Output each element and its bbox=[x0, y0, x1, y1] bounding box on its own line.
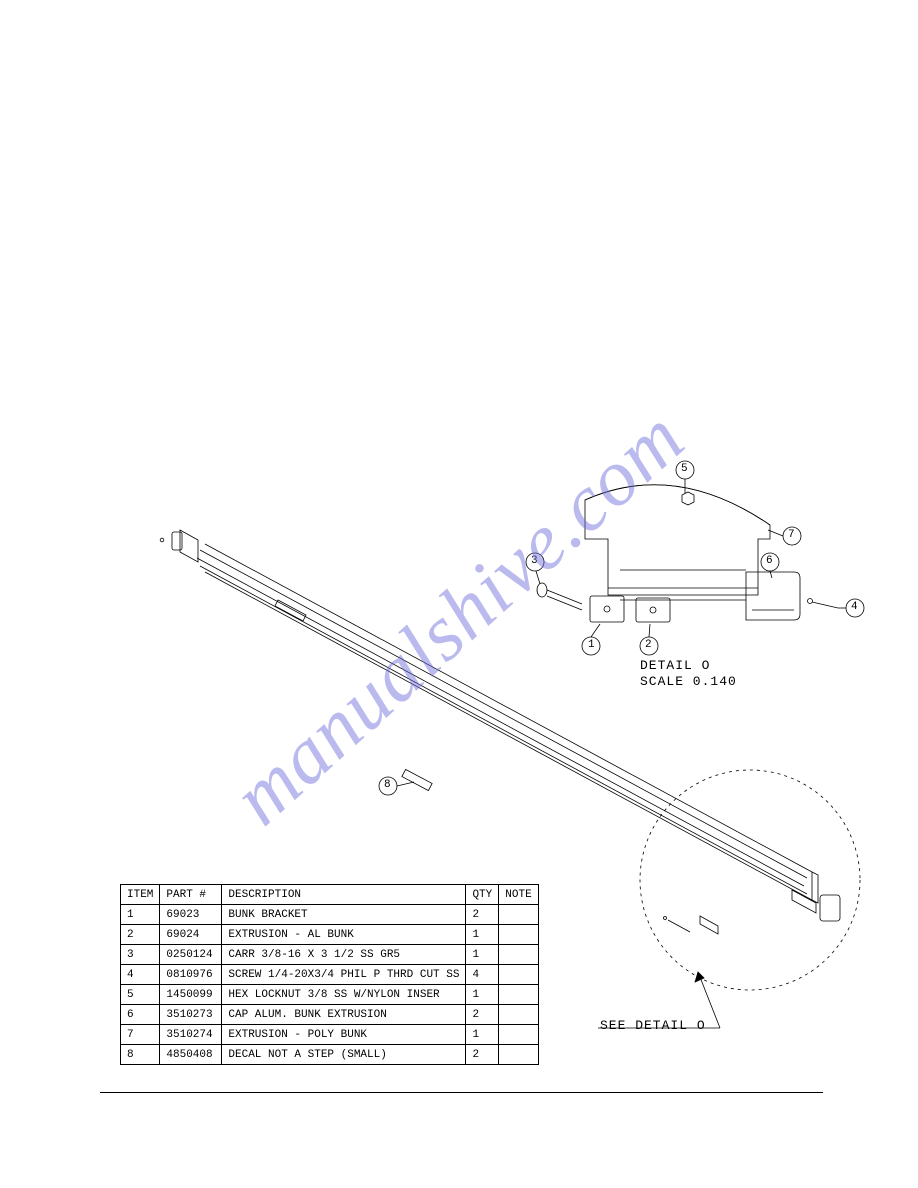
cell-desc: BUNK BRACKET bbox=[222, 905, 466, 925]
cell-part: 3510273 bbox=[160, 1005, 222, 1025]
callout-1: 1 bbox=[588, 639, 595, 651]
cell-part: 1450099 bbox=[160, 985, 222, 1005]
cell-item: 7 bbox=[121, 1025, 160, 1045]
cell-note bbox=[499, 945, 538, 965]
cell-note bbox=[499, 925, 538, 945]
table-row: 5 1450099 HEX LOCKNUT 3/8 SS W/NYLON INS… bbox=[121, 985, 539, 1005]
cell-desc: HEX LOCKNUT 3/8 SS W/NYLON INSER bbox=[222, 985, 466, 1005]
table-row: 8 4850408 DECAL NOT A STEP (SMALL) 2 bbox=[121, 1045, 539, 1065]
detail-circle bbox=[640, 770, 860, 990]
cell-qty: 1 bbox=[466, 945, 499, 965]
cell-part: 69023 bbox=[160, 905, 222, 925]
callout-7: 7 bbox=[788, 529, 795, 541]
cell-item: 2 bbox=[121, 925, 160, 945]
main-extrusion bbox=[160, 530, 818, 903]
th-note: NOTE bbox=[499, 885, 538, 905]
cell-note bbox=[499, 985, 538, 1005]
cell-qty: 1 bbox=[466, 985, 499, 1005]
th-qty: QTY bbox=[466, 885, 499, 905]
cell-note bbox=[499, 1025, 538, 1045]
cell-qty: 1 bbox=[466, 925, 499, 945]
detail-circle-contents bbox=[664, 890, 841, 934]
cell-desc: EXTRUSION - POLY BUNK bbox=[222, 1025, 466, 1045]
cell-item: 8 bbox=[121, 1045, 160, 1065]
cell-item: 4 bbox=[121, 965, 160, 985]
cell-qty: 2 bbox=[466, 1045, 499, 1065]
detail-o-exploded bbox=[537, 485, 838, 622]
detail-label-line1: DETAIL O bbox=[640, 658, 710, 673]
cell-qty: 2 bbox=[466, 1005, 499, 1025]
cell-item: 6 bbox=[121, 1005, 160, 1025]
callout-leaders bbox=[379, 461, 864, 795]
cell-part: 0250124 bbox=[160, 945, 222, 965]
cell-note bbox=[499, 965, 538, 985]
cell-item: 1 bbox=[121, 905, 160, 925]
table-row: 1 69023 BUNK BRACKET 2 bbox=[121, 905, 539, 925]
callout-8: 8 bbox=[384, 779, 391, 791]
cell-desc: DECAL NOT A STEP (SMALL) bbox=[222, 1045, 466, 1065]
see-detail-label: SEE DETAIL O bbox=[600, 1018, 706, 1033]
cell-qty: 2 bbox=[466, 905, 499, 925]
cell-desc: EXTRUSION - AL BUNK bbox=[222, 925, 466, 945]
cell-desc: CAP ALUM. BUNK EXTRUSION bbox=[222, 1005, 466, 1025]
table-row: 4 0810976 SCREW 1/4-20X3/4 PHIL P THRD C… bbox=[121, 965, 539, 985]
cell-part: 4850408 bbox=[160, 1045, 222, 1065]
table-row: 7 3510274 EXTRUSION - POLY BUNK 1 bbox=[121, 1025, 539, 1045]
callout-2: 2 bbox=[645, 639, 652, 651]
cell-qty: 4 bbox=[466, 965, 499, 985]
th-item: ITEM bbox=[121, 885, 160, 905]
table-row: 3 0250124 CARR 3/8-16 X 3 1/2 SS GR5 1 bbox=[121, 945, 539, 965]
table-row: 2 69024 EXTRUSION - AL BUNK 1 bbox=[121, 925, 539, 945]
callout-3: 3 bbox=[531, 555, 538, 567]
th-desc: DESCRIPTION bbox=[222, 885, 466, 905]
cell-note bbox=[499, 1045, 538, 1065]
th-part: PART # bbox=[160, 885, 222, 905]
cell-qty: 1 bbox=[466, 1025, 499, 1045]
footer-rule bbox=[100, 1092, 823, 1093]
cell-desc: CARR 3/8-16 X 3 1/2 SS GR5 bbox=[222, 945, 466, 965]
callout-5: 5 bbox=[681, 463, 688, 475]
table-row: 6 3510273 CAP ALUM. BUNK EXTRUSION 2 bbox=[121, 1005, 539, 1025]
cell-part: 69024 bbox=[160, 925, 222, 945]
cell-item: 3 bbox=[121, 945, 160, 965]
callout-6: 6 bbox=[766, 555, 773, 567]
parts-table: ITEM PART # DESCRIPTION QTY NOTE 1 69023… bbox=[120, 884, 539, 1065]
detail-label-line2: SCALE 0.140 bbox=[640, 674, 737, 689]
cell-note bbox=[499, 905, 538, 925]
cell-item: 5 bbox=[121, 985, 160, 1005]
cell-part: 0810976 bbox=[160, 965, 222, 985]
decal-plate-main bbox=[275, 600, 432, 791]
cell-desc: SCREW 1/4-20X3/4 PHIL P THRD CUT SS bbox=[222, 965, 466, 985]
cell-part: 3510274 bbox=[160, 1025, 222, 1045]
callout-4: 4 bbox=[851, 601, 858, 613]
cell-note bbox=[499, 1005, 538, 1025]
table-header-row: ITEM PART # DESCRIPTION QTY NOTE bbox=[121, 885, 539, 905]
